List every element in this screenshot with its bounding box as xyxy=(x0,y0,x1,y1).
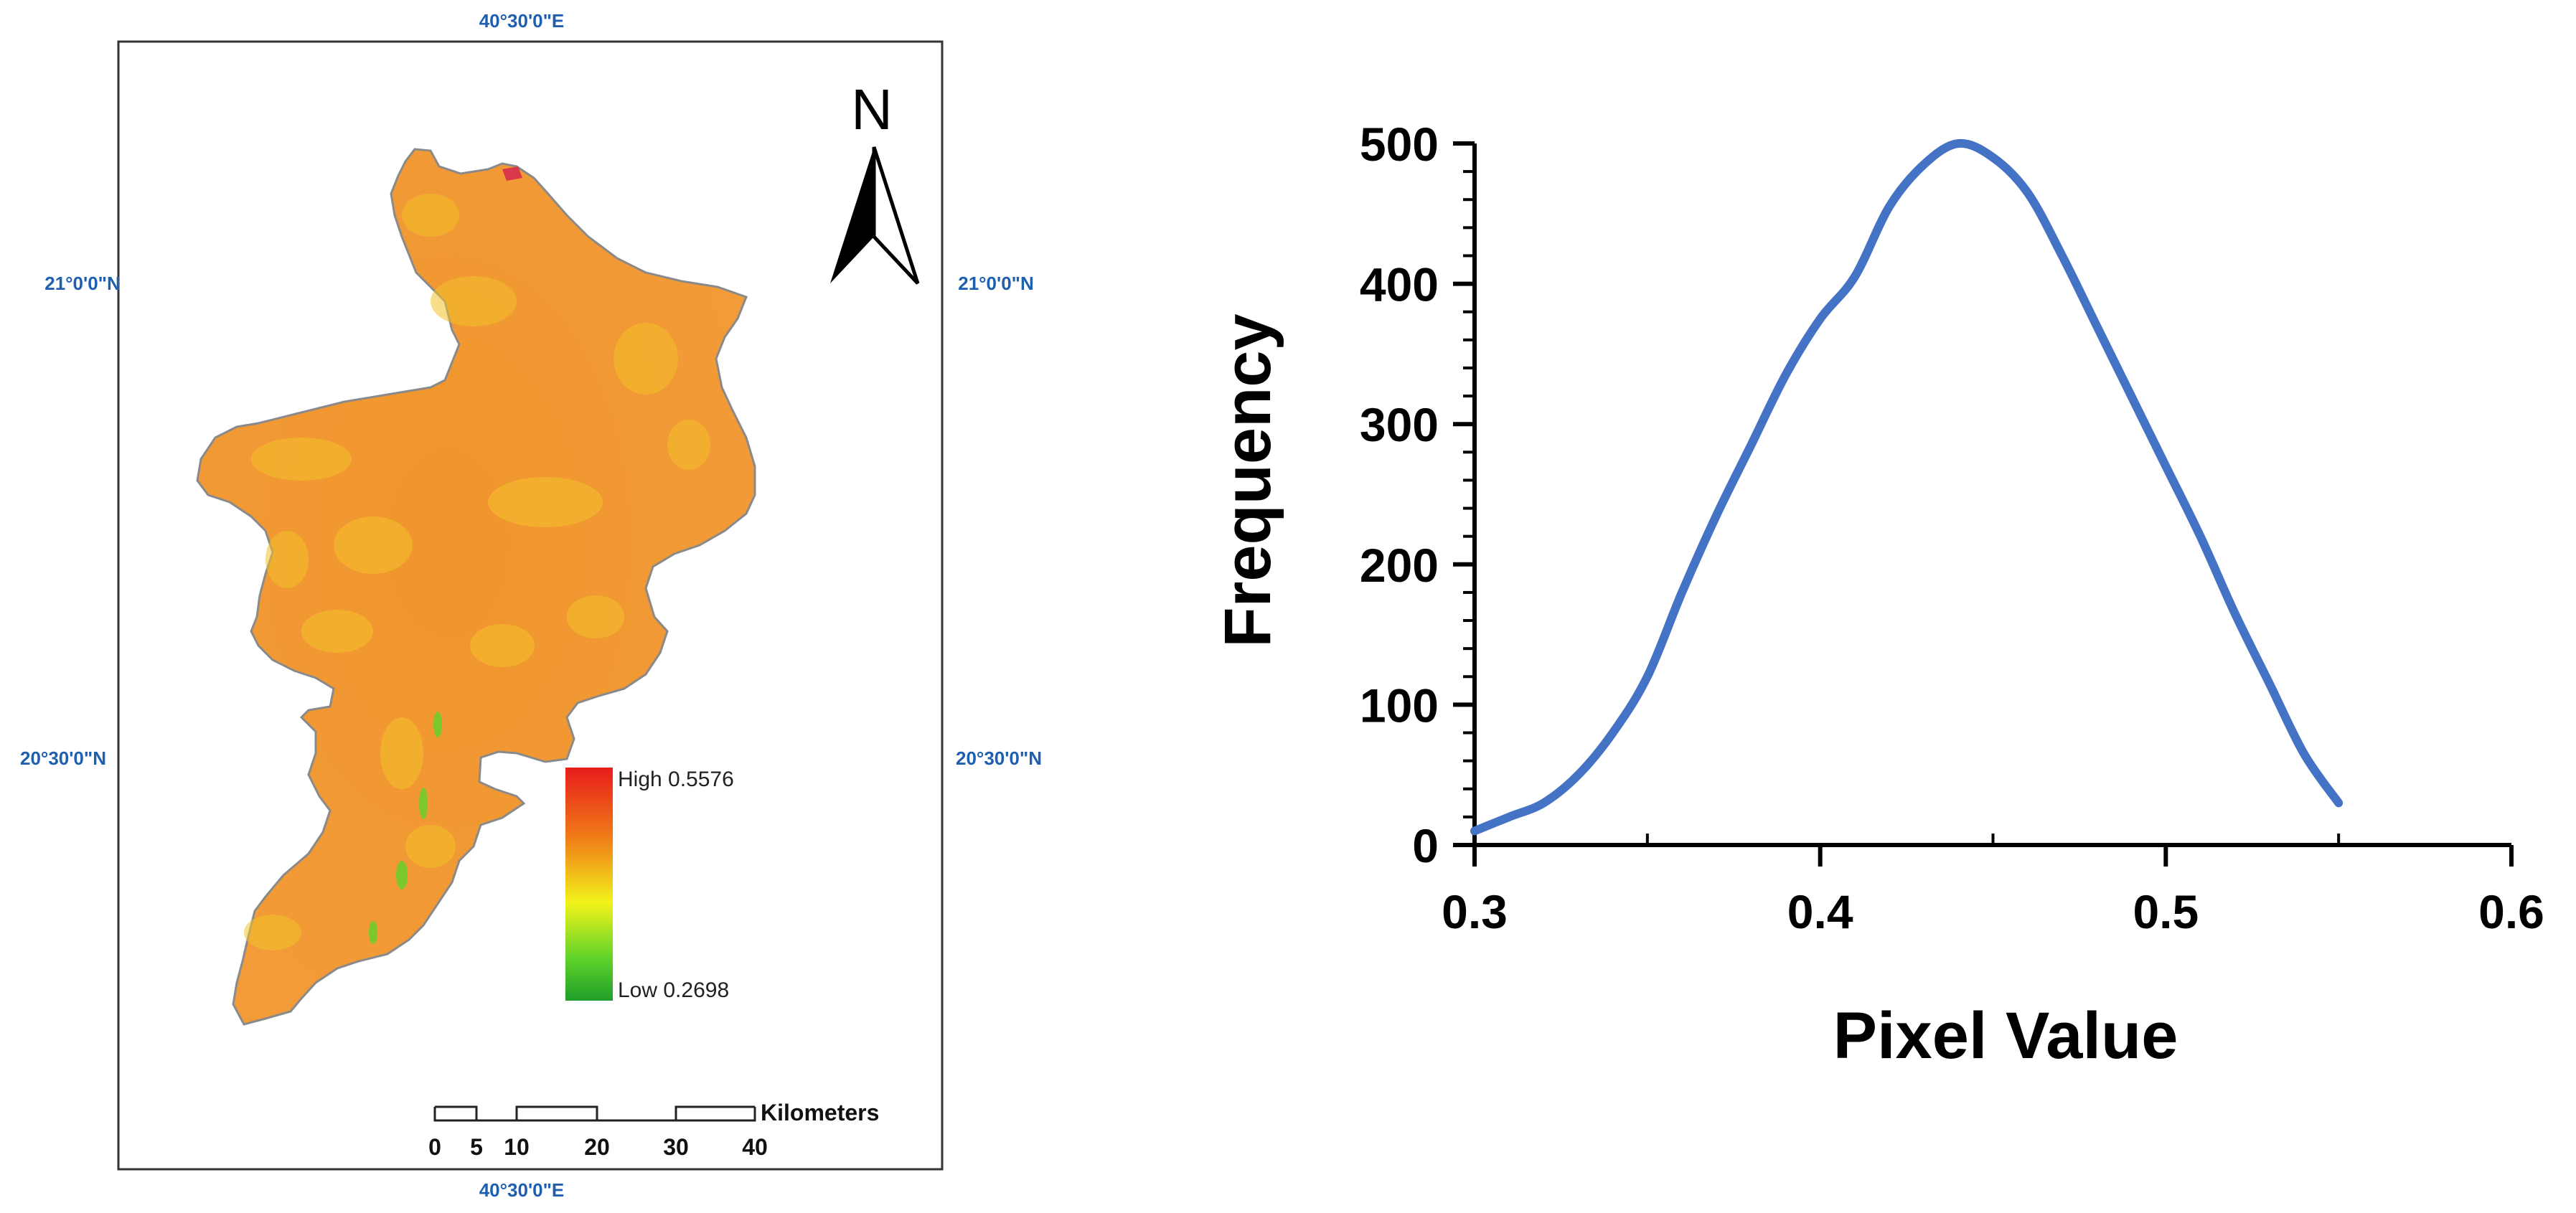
frequency-chart: 0 100 200 300 400 500 0.3 0.4 0.5 0.6 Pixel Value… xyxy=(1211,118,2544,1072)
legend-color-bar xyxy=(565,768,613,1001)
scale-bar: Kilometers 0 5 10 20 30 40 xyxy=(428,1100,879,1160)
x-axis-title: Pixel Value xyxy=(1833,999,2178,1072)
map-vegetation-patch xyxy=(396,861,408,889)
bottom-longitude-label: 40°30'0"E xyxy=(479,1179,565,1201)
map-vegetation-patch xyxy=(369,921,377,944)
map-texture-patch xyxy=(470,624,535,667)
scale-tick-label: 0 xyxy=(428,1134,441,1160)
map-texture-patch xyxy=(405,825,456,868)
map-texture-patch xyxy=(334,516,413,574)
north-arrow: N xyxy=(830,77,920,285)
x-tick-label: 0.3 xyxy=(1442,885,1508,938)
map-vegetation-patch xyxy=(433,712,442,737)
top-longitude-label: 40°30'0"E xyxy=(479,10,565,32)
map-texture-patch xyxy=(380,717,423,789)
map-vegetation-patch xyxy=(419,788,428,819)
map-panel: 40°30'0"E 40°30'0"E 21°0'0"N 20°30'0"N 2… xyxy=(20,10,1042,1201)
legend-high-label: High 0.5576 xyxy=(618,768,734,791)
y-tick-label: 0 xyxy=(1412,819,1439,872)
scale-unit-label: Kilometers xyxy=(761,1100,879,1125)
right-latitude-upper-label: 21°0'0"N xyxy=(958,273,1034,294)
map-highlight-patch xyxy=(502,166,522,181)
scale-tick-label: 30 xyxy=(663,1134,689,1160)
scale-tick-label: 20 xyxy=(584,1134,610,1160)
y-tick-label: 200 xyxy=(1360,539,1439,592)
north-arrow-left-half xyxy=(830,147,874,283)
map-texture-patch xyxy=(614,323,678,395)
x-tick-label: 0.6 xyxy=(2478,885,2544,938)
x-tick-label: 0.5 xyxy=(2133,885,2199,938)
map-texture-patch xyxy=(667,420,710,470)
map-texture-patch xyxy=(251,438,352,481)
right-latitude-lower-label: 20°30'0"N xyxy=(956,747,1042,769)
y-tick-label: 100 xyxy=(1360,679,1439,732)
scale-bar-segments xyxy=(433,1105,756,1122)
scale-tick-label: 10 xyxy=(504,1134,530,1160)
y-tick-label: 300 xyxy=(1360,398,1439,451)
map-texture-patch xyxy=(265,531,309,588)
left-latitude-upper-label: 21°0'0"N xyxy=(44,273,121,294)
y-axis-title: Frequency xyxy=(1211,313,1284,647)
map-legend: High 0.5576 Low 0.2698 xyxy=(565,768,734,1002)
chart-ticks: 0 100 200 300 400 500 0.3 0.4 0.5 0.6 xyxy=(1360,118,2544,938)
x-tick-label: 0.4 xyxy=(1787,885,1853,938)
y-tick-label: 400 xyxy=(1360,258,1439,311)
chart-axes xyxy=(1472,143,2511,847)
left-latitude-lower-label: 20°30'0"N xyxy=(20,747,106,769)
map-texture-patch xyxy=(301,610,373,653)
legend-low-label: Low 0.2698 xyxy=(618,978,729,1002)
map-texture-patch xyxy=(402,194,459,237)
y-tick-label: 500 xyxy=(1360,118,1439,171)
frequency-series-line xyxy=(1470,138,2344,836)
map-texture-patch xyxy=(431,276,517,326)
north-arrow-right-half xyxy=(872,146,920,285)
map-texture-patch xyxy=(488,477,603,527)
map-texture-patch xyxy=(567,595,624,638)
map-texture-patch xyxy=(244,915,301,950)
north-label: N xyxy=(851,77,893,141)
scale-tick-label: 40 xyxy=(742,1134,768,1160)
scale-tick-label: 5 xyxy=(470,1134,483,1160)
map-texture xyxy=(244,194,710,950)
